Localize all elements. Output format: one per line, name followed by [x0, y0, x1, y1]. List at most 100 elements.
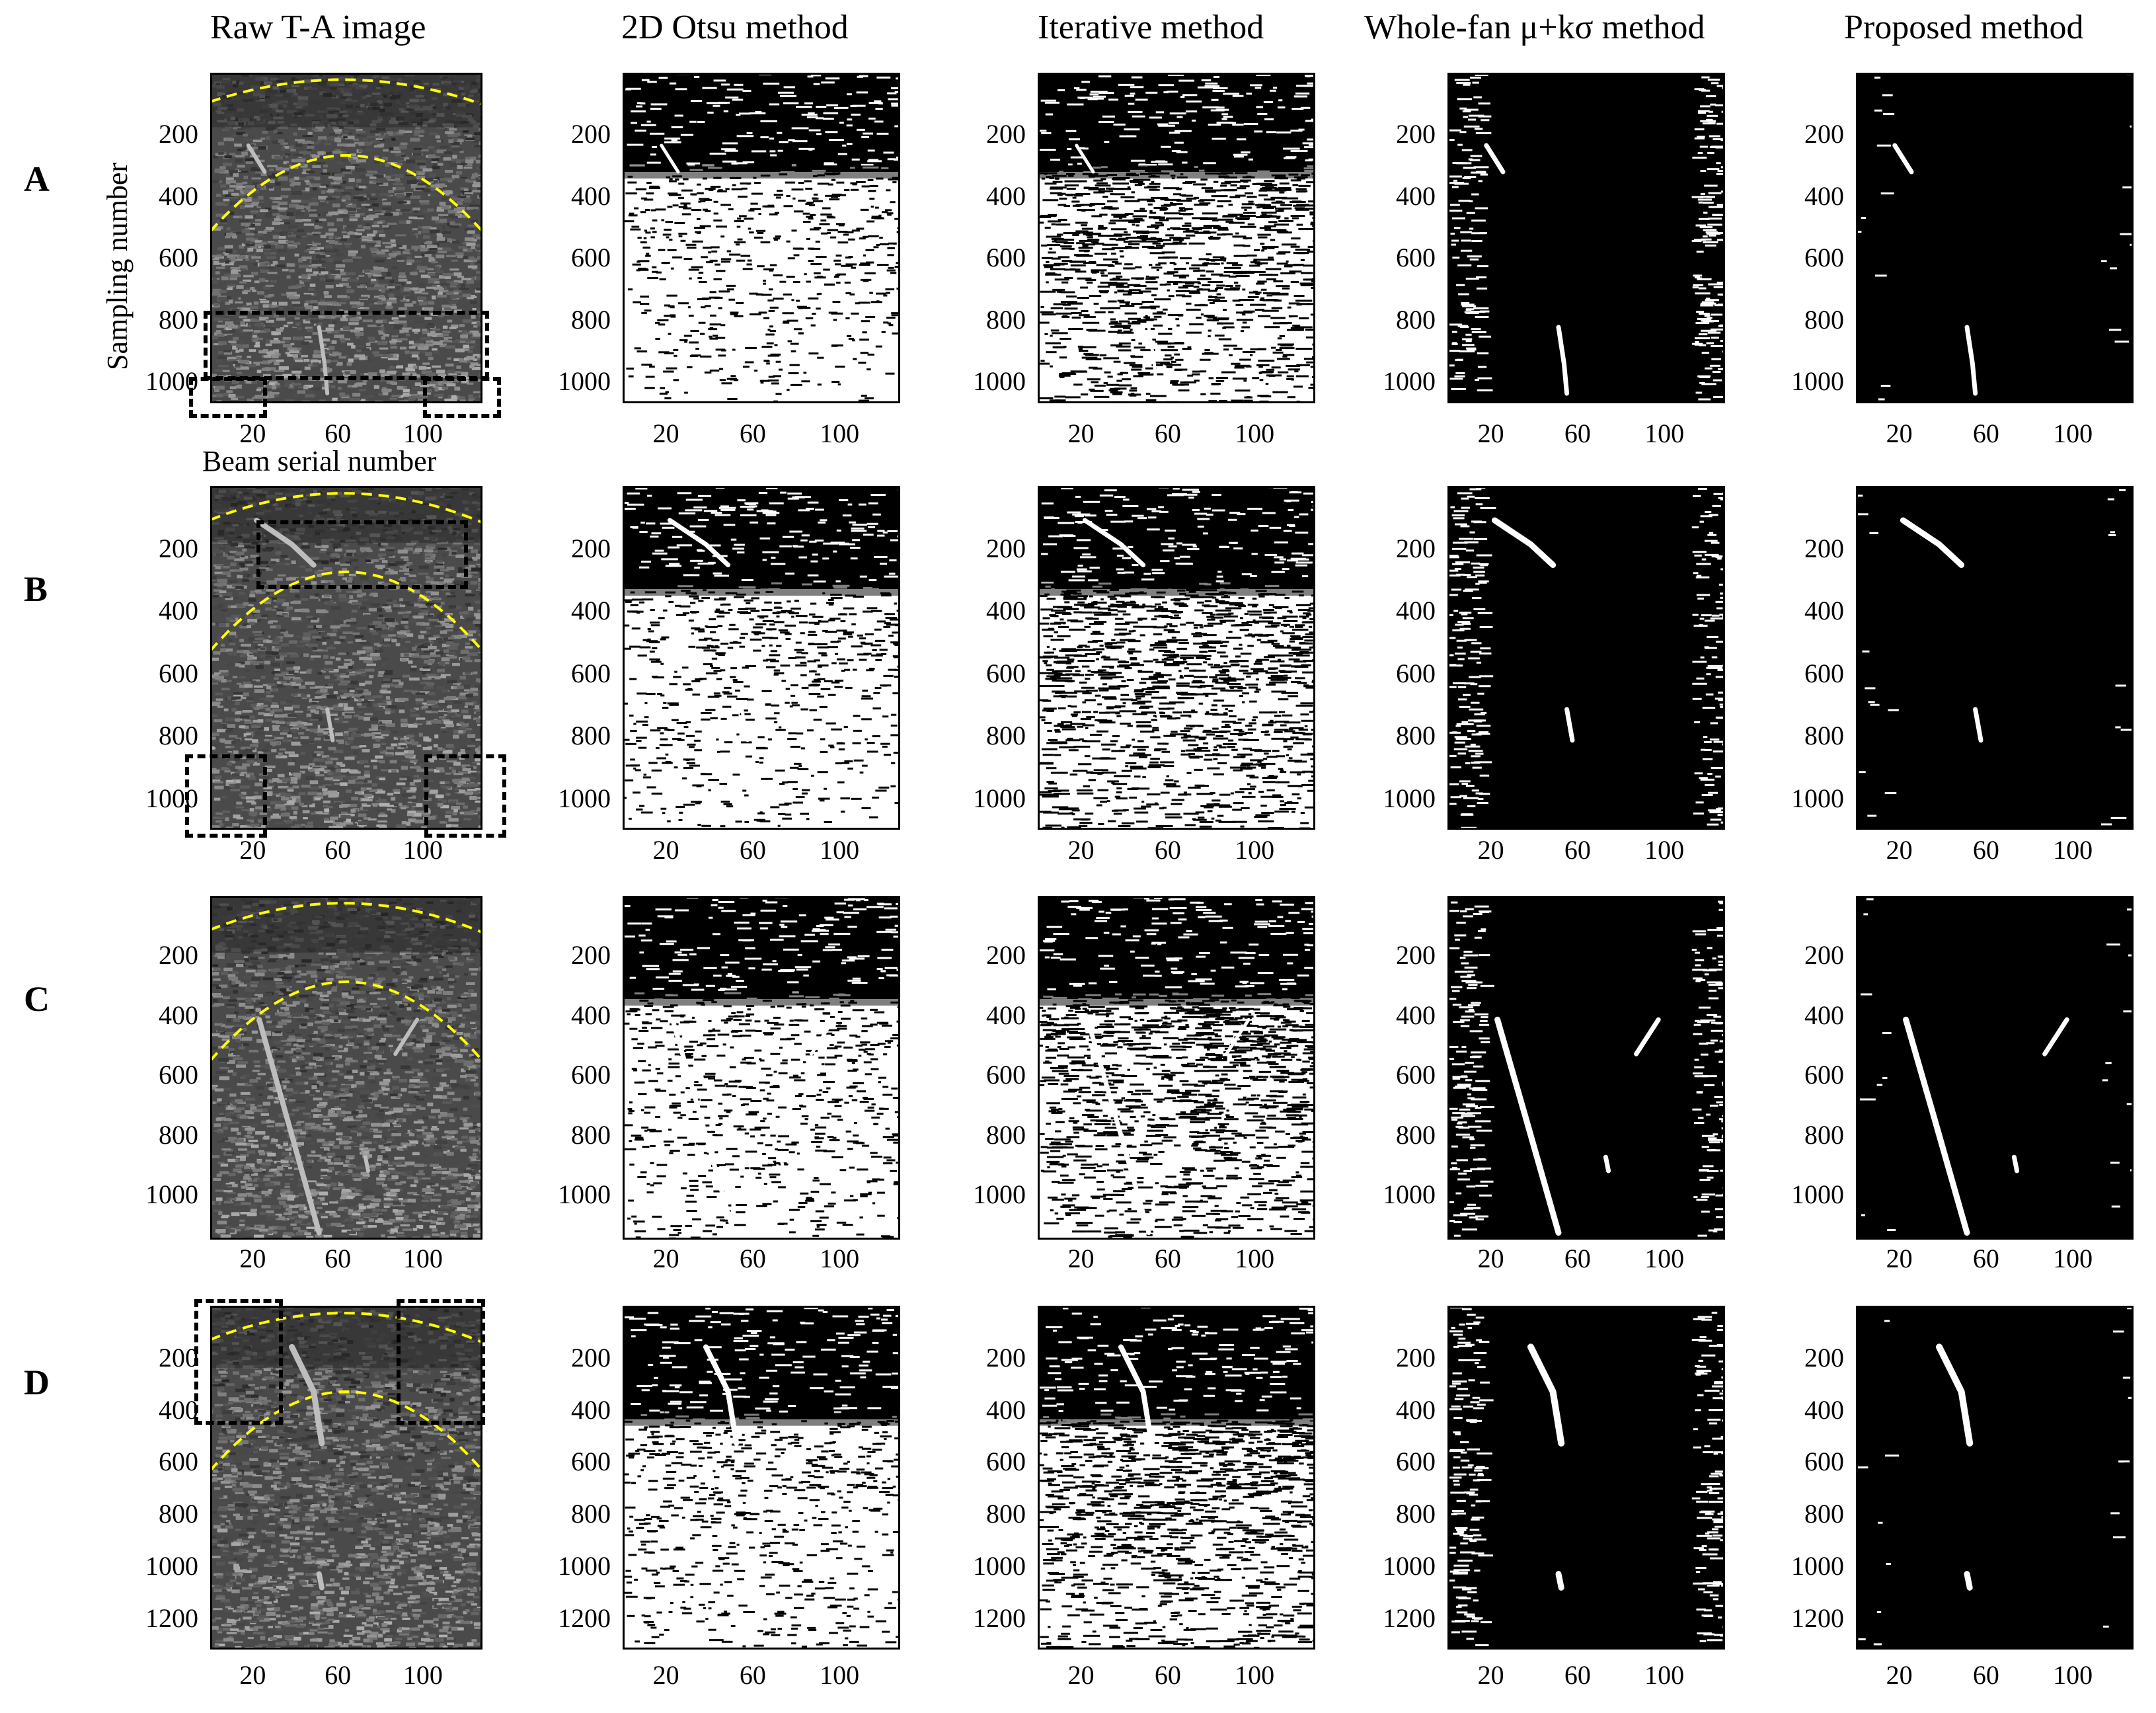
- target-streak: [1155, 707, 1165, 742]
- y-tick-label: 200: [1396, 1342, 1436, 1373]
- x-tick-label: 100: [2053, 418, 2093, 448]
- x-tick-label: 100: [1235, 1244, 1275, 1273]
- y-tick-label: 1000: [1383, 1179, 1436, 1210]
- y-tick-label: 400: [159, 180, 198, 211]
- plot-frame: [1856, 1306, 2134, 1650]
- panel-row4-col3: [1038, 1306, 1315, 1650]
- image-plot: [1038, 73, 1315, 403]
- target-streak: [1484, 143, 1506, 175]
- x-tick-label: 60: [739, 1660, 766, 1690]
- image-plot: [1856, 486, 2134, 830]
- panel-row1-col4: [1447, 73, 1725, 403]
- y-tick-label: 600: [1804, 1447, 1844, 1477]
- panel-row4-col4: [1447, 1306, 1725, 1650]
- x-tick-label: 100: [1235, 1660, 1275, 1690]
- yellow-dashed-curve-upper: [210, 902, 482, 934]
- y-tick-label: 1200: [558, 1603, 611, 1633]
- y-tick-label: 1000: [973, 366, 1026, 397]
- y-tick-label: 200: [571, 119, 611, 149]
- x-tick-label: 60: [1564, 418, 1591, 448]
- target-streak: [1118, 1344, 1155, 1446]
- target-streak: [1564, 707, 1575, 743]
- plot-frame: [1447, 1306, 1725, 1650]
- image-plot: [210, 896, 482, 1240]
- target-streak: [316, 1571, 325, 1591]
- x-tick-label: 100: [1644, 835, 1685, 865]
- target-streak: [1936, 1343, 1974, 1447]
- target-streak: [703, 1344, 740, 1446]
- plot-frame: [1856, 896, 2134, 1240]
- y-tick-label: 400: [1396, 180, 1436, 211]
- y-tick-label: 200: [1804, 119, 1844, 149]
- x-tick-label: 20: [652, 418, 679, 448]
- y-tick-label: 400: [1804, 1000, 1844, 1030]
- target-streak: [325, 707, 335, 742]
- panel-row3-col5: [1856, 896, 2134, 1240]
- plot-frame: [1447, 486, 1725, 830]
- y-tick-label: 200: [986, 940, 1026, 971]
- target-streak: [732, 325, 744, 395]
- x-tick-label: 20: [1477, 835, 1504, 865]
- y-tick-label: 1000: [1383, 1550, 1436, 1581]
- y-tick-label: 1000: [1383, 783, 1436, 813]
- y-tick-label: 800: [159, 1119, 198, 1150]
- x-tick-label: 100: [403, 1660, 443, 1690]
- panel-row4-col5: [1856, 1306, 2134, 1650]
- x-tick-label: 60: [1564, 835, 1591, 865]
- panel-row3-col1: [210, 896, 482, 1240]
- x-tick-label: 60: [1154, 1244, 1181, 1273]
- y-tick-label: 800: [986, 304, 1026, 335]
- y-tick-label: 800: [1396, 1119, 1436, 1150]
- y-tick-label: 600: [159, 1060, 198, 1090]
- y-tick-label: 1000: [1791, 1550, 1844, 1581]
- x-tick-label: 20: [1886, 418, 1913, 448]
- row-label-b: B: [24, 569, 48, 609]
- y-tick-label: 1000: [145, 366, 198, 397]
- y-tick-label: 1000: [1791, 1179, 1844, 1210]
- target-streak: [1903, 1016, 1970, 1236]
- x-tick-label: 20: [239, 835, 266, 865]
- x-tick-label: 20: [239, 418, 266, 448]
- y-tick-label: 1000: [558, 1550, 611, 1581]
- target-streak: [1225, 1017, 1251, 1056]
- y-tick-label: 1200: [973, 1603, 1026, 1633]
- y-tick-label: 200: [986, 533, 1026, 563]
- y-tick-label: 400: [571, 180, 611, 211]
- image-plot: [1038, 1306, 1315, 1650]
- plot-frame: [623, 896, 900, 1240]
- target-streak: [1634, 1017, 1661, 1056]
- y-tick-label: 400: [986, 180, 1026, 211]
- x-tick-label: 60: [325, 1244, 352, 1273]
- x-tick-label: 60: [1972, 418, 1999, 448]
- x-tick-label: 60: [1972, 1244, 1999, 1273]
- x-tick-label: 60: [739, 835, 766, 865]
- x-tick-label: 100: [1644, 1660, 1685, 1690]
- target-streak: [810, 1017, 835, 1056]
- x-tick-label: 20: [1886, 1660, 1913, 1690]
- target-streak: [1085, 1017, 1151, 1236]
- x-tick-label: 20: [1067, 835, 1095, 865]
- yellow-dashed-curve-lower: [210, 980, 482, 1062]
- x-tick-label: 20: [1886, 835, 1913, 865]
- x-tick-label: 100: [2053, 1660, 2093, 1690]
- y-tick-label: 800: [571, 1499, 611, 1529]
- target-streak: [256, 1017, 322, 1236]
- target-streak: [1527, 1343, 1565, 1447]
- image-plot: [623, 1306, 900, 1650]
- target-streak: [1147, 325, 1159, 395]
- y-tick-label: 1000: [1383, 366, 1436, 397]
- panel-row3-col4: [1447, 896, 1725, 1240]
- dashed-box-left-top: [194, 1299, 283, 1425]
- x-tick-label: 60: [739, 418, 766, 448]
- yellow-dashed-curve-upper: [210, 1312, 482, 1344]
- y-tick-label: 200: [571, 940, 611, 971]
- image-plot: [1856, 896, 2134, 1240]
- x-tick-label: 60: [1154, 835, 1181, 865]
- yellow-dashed-curve-upper: [210, 492, 482, 524]
- x-tick-label: 100: [1644, 418, 1685, 448]
- x-tick-label: 20: [652, 835, 679, 865]
- target-streak: [1964, 1571, 1973, 1591]
- plot-frame: [210, 1306, 482, 1650]
- y-tick-label: 800: [571, 721, 611, 751]
- x-tick-label: 60: [1972, 835, 1999, 865]
